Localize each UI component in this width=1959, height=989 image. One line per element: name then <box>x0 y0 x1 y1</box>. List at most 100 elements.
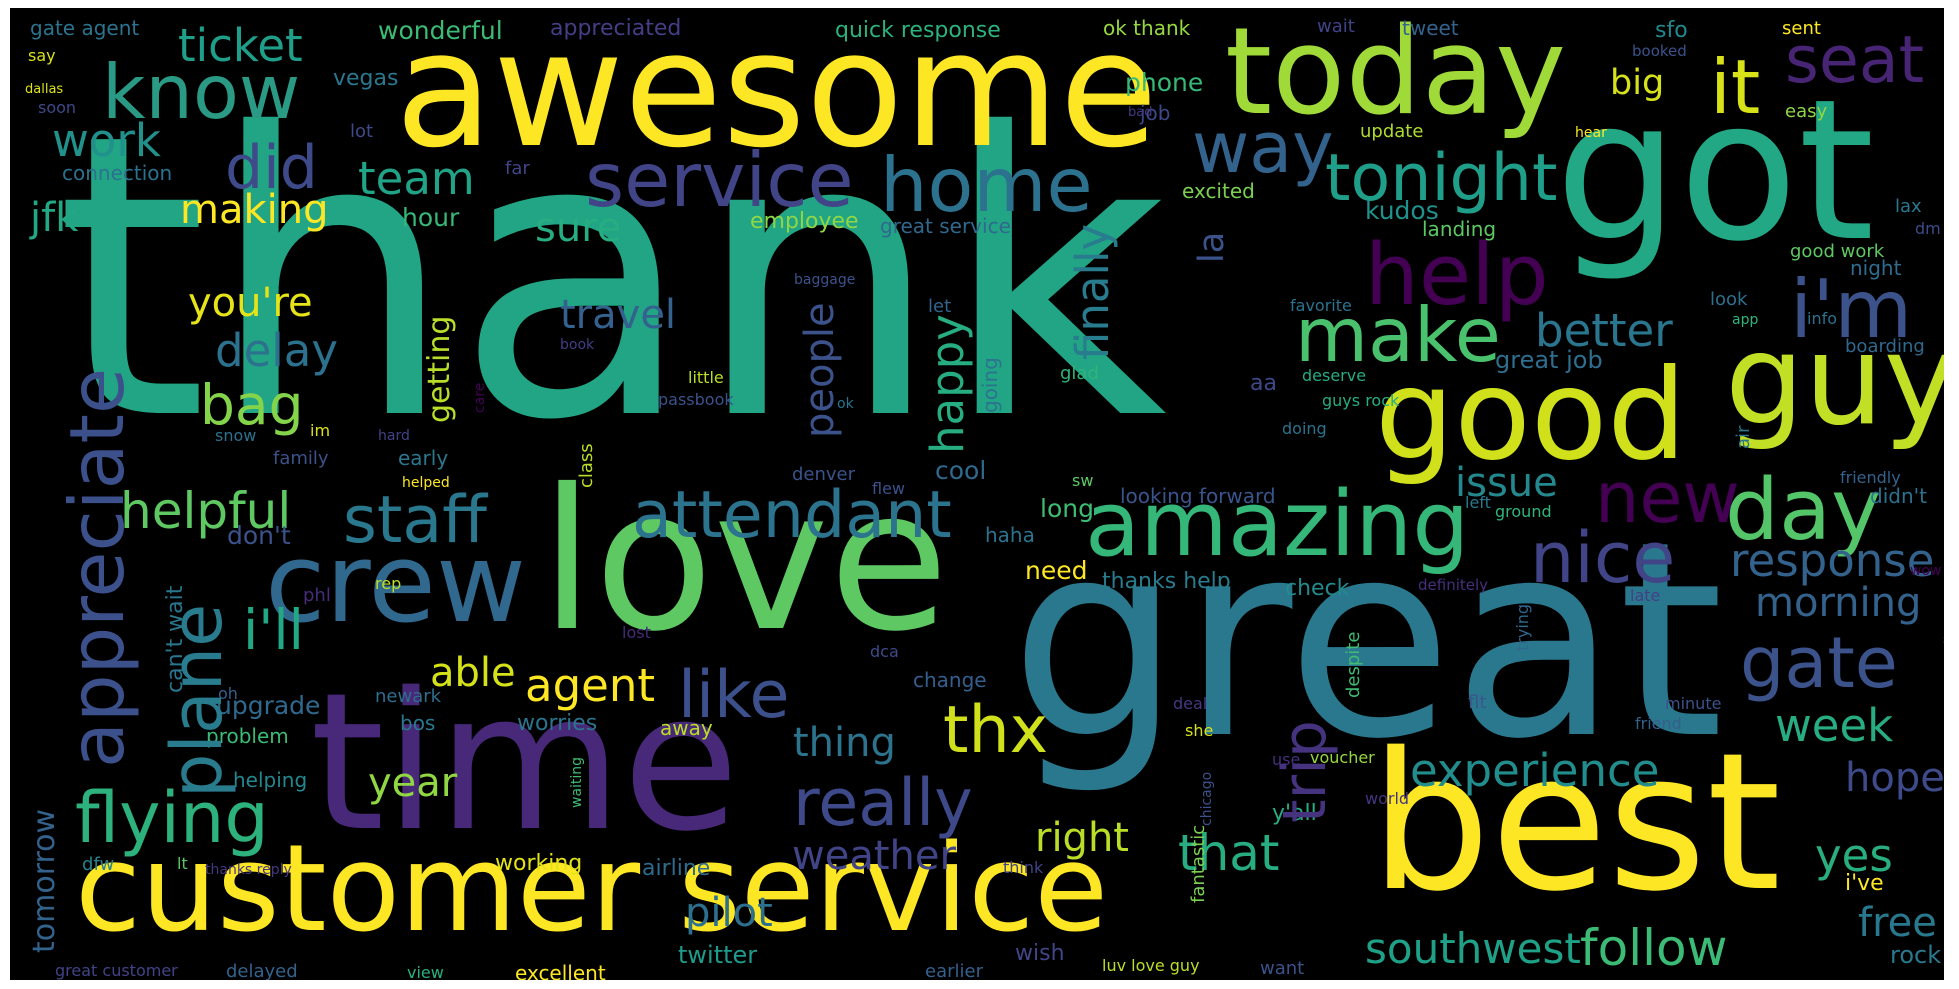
word: view <box>407 963 444 981</box>
word: excited <box>1182 179 1255 203</box>
word: book <box>560 337 595 353</box>
word: awesome <box>395 8 1158 183</box>
word: attendant <box>632 478 952 553</box>
word: new <box>1595 457 1740 539</box>
word: fantastic <box>1188 824 1209 903</box>
word: soon <box>38 98 77 117</box>
word: update <box>1360 121 1424 142</box>
word: year <box>368 760 458 806</box>
word: vegas <box>333 66 399 91</box>
word: making <box>180 187 329 233</box>
word: gate <box>1740 622 1898 704</box>
word: looking forward <box>1120 484 1276 508</box>
word: baggage <box>794 272 856 288</box>
word: issue <box>1455 460 1558 506</box>
word: make <box>1295 291 1501 379</box>
word: luv love guy <box>1102 956 1200 975</box>
word: use <box>1272 750 1301 769</box>
word: delay <box>215 324 338 377</box>
word: appreciated <box>550 16 682 41</box>
word: airline <box>642 856 711 881</box>
word: long <box>1040 494 1094 523</box>
word: minute <box>1665 694 1722 713</box>
word: employee <box>750 209 859 234</box>
word: ok thank <box>1103 16 1191 40</box>
word: i'll <box>243 598 304 662</box>
word: seat <box>1785 23 1925 98</box>
word: need <box>1025 556 1088 585</box>
word: away <box>660 716 713 740</box>
word: lost <box>622 623 651 642</box>
word: sent <box>1782 18 1821 39</box>
word: did <box>225 133 318 203</box>
word: im <box>310 421 331 440</box>
word: better <box>1535 304 1673 357</box>
word: great service <box>880 214 1011 238</box>
word: she <box>1185 721 1214 740</box>
word: dm <box>1915 219 1941 238</box>
word: twitter <box>678 941 758 969</box>
word: people <box>797 302 843 438</box>
word: kudos <box>1365 196 1439 225</box>
word: great job <box>1495 346 1603 374</box>
word: happy <box>921 314 974 454</box>
word: work <box>52 114 161 167</box>
word: tomorrow <box>27 808 62 953</box>
word: air <box>1733 425 1754 449</box>
word: booked <box>1632 42 1687 60</box>
word: newark <box>375 686 442 707</box>
word: connection <box>62 161 173 185</box>
word: doing <box>1282 419 1327 438</box>
word: today <box>1225 8 1567 142</box>
word: experience <box>1410 744 1660 797</box>
word: say <box>28 46 56 65</box>
word: thx <box>943 693 1049 768</box>
word: passbook <box>658 390 734 409</box>
word: sfo <box>1655 18 1688 43</box>
word: wait <box>1317 16 1355 37</box>
word: rock <box>1890 941 1942 969</box>
word: thanks reply <box>205 862 292 878</box>
word: dallas <box>25 82 64 97</box>
word: best <box>1370 712 1781 933</box>
word: info <box>1807 309 1838 328</box>
word: i've <box>1845 871 1884 896</box>
word: phone <box>1125 68 1204 97</box>
word: love <box>540 447 949 674</box>
word: way <box>1192 107 1334 189</box>
word: southwest <box>1365 924 1581 973</box>
word: ground <box>1495 502 1552 521</box>
word: wish <box>1015 941 1065 966</box>
word: guy <box>1725 308 1944 453</box>
word: week <box>1775 699 1894 752</box>
word: want <box>1260 958 1305 979</box>
word: rep <box>375 574 402 593</box>
word: didn't <box>1870 484 1927 508</box>
word: upgrade <box>216 691 321 720</box>
word: flying <box>75 777 269 859</box>
word: don't <box>227 521 291 550</box>
word: aa <box>1250 371 1277 396</box>
word: hear <box>1575 125 1607 141</box>
word: it <box>1710 43 1761 131</box>
word: easy <box>1785 101 1828 122</box>
word: tweet <box>1402 16 1459 40</box>
word: change <box>913 668 987 692</box>
word: yes <box>1815 829 1893 882</box>
word: check <box>1285 576 1350 601</box>
word: ok <box>837 396 854 412</box>
word: weather <box>792 833 956 879</box>
word: appreciate <box>53 367 141 768</box>
word: agent <box>525 659 655 712</box>
word: despite <box>1343 631 1364 698</box>
word: team <box>358 152 475 205</box>
word: wonderful <box>378 16 503 45</box>
word: trip <box>1270 720 1340 823</box>
word: service <box>585 136 854 224</box>
word: wow <box>1910 563 1942 579</box>
word: hard <box>378 428 410 444</box>
word: late <box>1630 586 1661 605</box>
word: able <box>430 650 516 696</box>
word: think <box>1003 858 1044 877</box>
word: finally <box>1066 223 1119 360</box>
